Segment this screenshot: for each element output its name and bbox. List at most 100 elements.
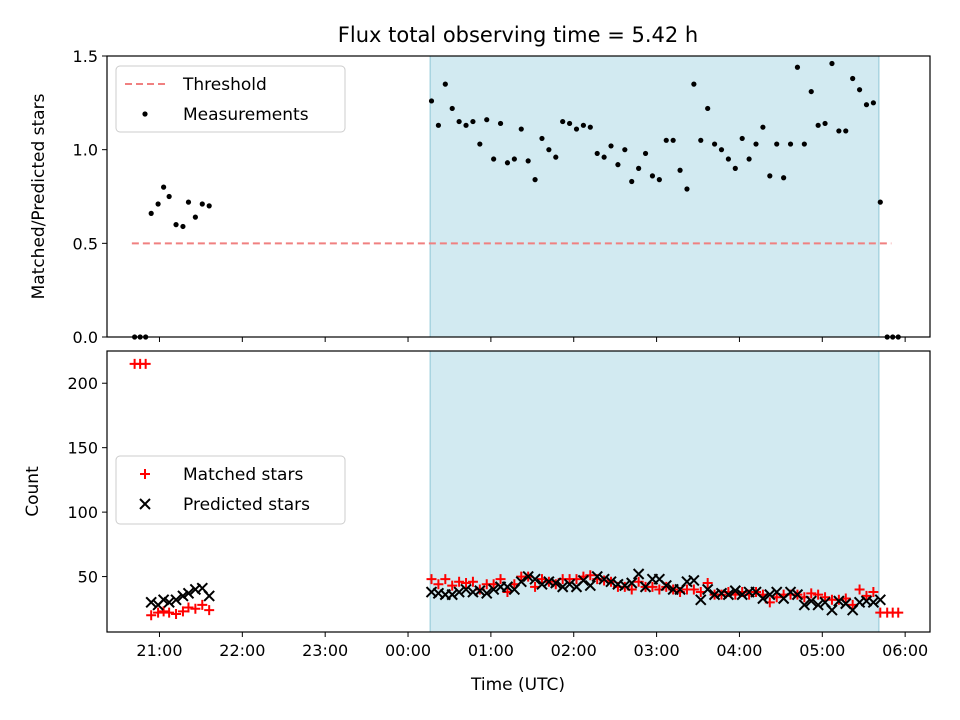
measurement-point [781, 175, 787, 181]
measurement-point [166, 193, 172, 200]
measurement-point [739, 135, 745, 142]
count-plot-frame [106, 350, 931, 633]
matched-star-point [426, 574, 437, 585]
count-y-tick-label: 100 [67, 503, 98, 522]
measurement-point [484, 117, 490, 123]
matched-star-point [868, 587, 879, 598]
matched-star-point [204, 605, 215, 616]
matched-star-point [893, 607, 904, 618]
measurement-point [863, 102, 870, 108]
predicted-star-point [145, 596, 157, 609]
predicted-star-point [784, 586, 797, 598]
predicted-star-point [203, 590, 215, 602]
measurement-point [698, 137, 704, 143]
measurement-point [428, 98, 435, 104]
count-y-axis-label: Count [23, 466, 43, 517]
x-tick-label: 05:00 [799, 641, 845, 660]
measurement-point [601, 154, 607, 160]
predicted-star-point [660, 579, 672, 592]
measurement-point [794, 64, 801, 70]
legend-item: Measurements [142, 105, 309, 125]
count-panel: 50 100 150 200 21:00 22:00 23:00 00:00 01:00 02:0… [23, 350, 931, 660]
matched-star-point [146, 610, 157, 621]
measurement-point [656, 177, 662, 183]
matched-star-point [467, 576, 478, 587]
x-tick-label: 23:00 [302, 641, 348, 660]
measurement-point [615, 162, 621, 168]
measurement-point [553, 154, 559, 160]
measurement-point [470, 118, 476, 125]
predicted-star-point [474, 585, 486, 597]
predicted-star-point [182, 587, 195, 600]
measurement-point [449, 105, 455, 112]
predicted-star-point [170, 594, 182, 606]
measurement-point [463, 122, 469, 128]
predicted-star-point [584, 579, 597, 592]
x-tick-label: 21:00 [136, 641, 182, 660]
ratio-y-tick-label: 1.5 [73, 47, 98, 66]
predicted-star-point [874, 594, 886, 606]
matched-star-point [158, 606, 169, 617]
measurement-point [477, 141, 483, 147]
measurements-series [132, 60, 901, 340]
measurement-point [843, 128, 849, 134]
ratio-panel: 0.0 0.5 1.0 1.5 Matched/Predicted stars Thres… [29, 47, 931, 347]
measurement-point [573, 126, 580, 132]
predicted-star-point [177, 590, 189, 602]
x-tick-label: 00:00 [385, 641, 431, 660]
matched-star-point [454, 576, 465, 587]
measurement-point [504, 160, 511, 166]
ratio-y-tick-label: 0.5 [73, 234, 98, 253]
measurement-point [594, 150, 600, 157]
measurement-point [850, 75, 856, 82]
predicted-star-point [591, 570, 603, 583]
measurement-point [206, 203, 212, 209]
measurement-point [518, 126, 524, 132]
measurement-point [815, 122, 821, 128]
measurement-point [629, 178, 635, 185]
x-tick-label: 22:00 [219, 641, 265, 660]
x-tick-label: 06:00 [882, 641, 928, 660]
predicted-star-point [722, 588, 735, 601]
predicted-star-point [701, 583, 714, 596]
measurement-point [525, 158, 531, 164]
predicted-star-point [515, 576, 527, 588]
measurement-point [760, 124, 766, 130]
measurement-point [608, 143, 614, 149]
measurement-point [199, 201, 205, 207]
matched-star-point [702, 578, 713, 589]
predicted-star-point [522, 570, 534, 583]
measurement-point [435, 122, 442, 128]
count-y-tick-label: 150 [67, 439, 98, 458]
predicted-star-point [695, 594, 707, 606]
measurement-point [746, 156, 752, 162]
predicted-star-point [598, 573, 610, 585]
predicted-star-point [688, 574, 700, 587]
measurement-point [539, 135, 545, 142]
measurement-point [718, 147, 725, 153]
legend-label: Predicted stars [183, 495, 310, 515]
measurement-point [774, 141, 780, 147]
predicted-star-point [163, 596, 175, 609]
matched-star-point [633, 576, 644, 587]
x-tick-label: 04:00 [716, 641, 762, 660]
measurement-point [560, 118, 566, 125]
predicted-star-point [632, 568, 645, 580]
matched-star-point [164, 607, 175, 618]
measurement-point [808, 88, 814, 95]
predicted-star-point [563, 578, 576, 591]
legend-measurement-swatch [142, 111, 148, 117]
measurement-point [753, 141, 759, 147]
ratio-y-axis-label: Matched/Predicted stars [29, 93, 49, 299]
measurement-point [192, 214, 198, 220]
predicted-star-point [826, 604, 838, 616]
predicted-star-point [619, 579, 631, 592]
measurement-point [684, 186, 690, 192]
matched-star-point [440, 574, 451, 585]
legend-item: Matched stars [140, 465, 303, 485]
count-y-tick-label: 50 [78, 568, 98, 587]
measurement-point [725, 156, 731, 162]
measurement-point [663, 137, 669, 143]
measurement-point [622, 147, 628, 153]
